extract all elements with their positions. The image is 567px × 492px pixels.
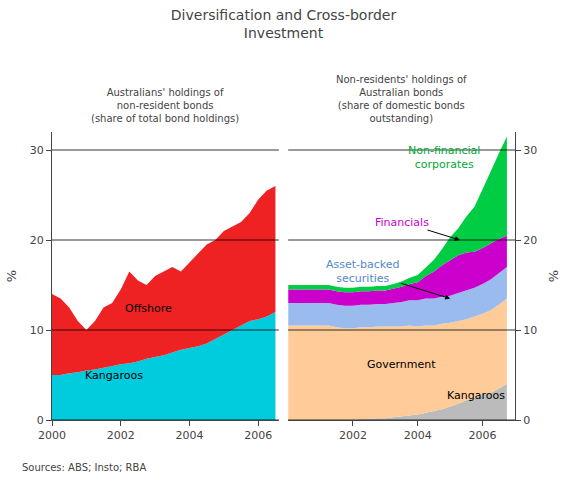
svg-text:Financials: Financials: [375, 216, 429, 229]
svg-text:Asset-backedsecurities: Asset-backedsecurities: [326, 258, 400, 285]
svg-text:0: 0: [37, 414, 44, 427]
svg-text:Non-residents' holdings ofAust: Non-residents' holdings ofAustralian bon…: [336, 74, 467, 124]
svg-text:30: 30: [523, 144, 537, 157]
svg-text:Diversification and Cross-bord: Diversification and Cross-borderInvestme…: [171, 7, 397, 41]
svg-text:%: %: [546, 270, 561, 282]
svg-text:20: 20: [523, 234, 537, 247]
svg-text:0: 0: [523, 414, 530, 427]
svg-text:Offshore: Offshore: [125, 302, 172, 315]
svg-text:2002: 2002: [107, 429, 135, 442]
svg-text:30: 30: [30, 144, 44, 157]
svg-text:Australians' holdings ofnon-re: Australians' holdings ofnon-resident bon…: [91, 87, 239, 124]
svg-text:2004: 2004: [176, 429, 204, 442]
svg-text:Kangaroos: Kangaroos: [85, 369, 143, 382]
svg-text:Kangaroos: Kangaroos: [447, 389, 505, 402]
svg-text:2006: 2006: [469, 429, 497, 442]
svg-text:Sources: ABS; Insto; RBA: Sources: ABS; Insto; RBA: [22, 462, 146, 473]
svg-text:20: 20: [30, 234, 44, 247]
svg-text:Non-financialcorporates: Non-financialcorporates: [408, 144, 480, 171]
svg-text:2004: 2004: [404, 429, 432, 442]
svg-text:2000: 2000: [38, 429, 66, 442]
svg-text:10: 10: [523, 324, 537, 337]
svg-text:2006: 2006: [244, 429, 272, 442]
svg-text:2002: 2002: [339, 429, 367, 442]
svg-text:Government: Government: [367, 358, 436, 371]
svg-text:%: %: [4, 270, 19, 282]
svg-text:10: 10: [30, 324, 44, 337]
